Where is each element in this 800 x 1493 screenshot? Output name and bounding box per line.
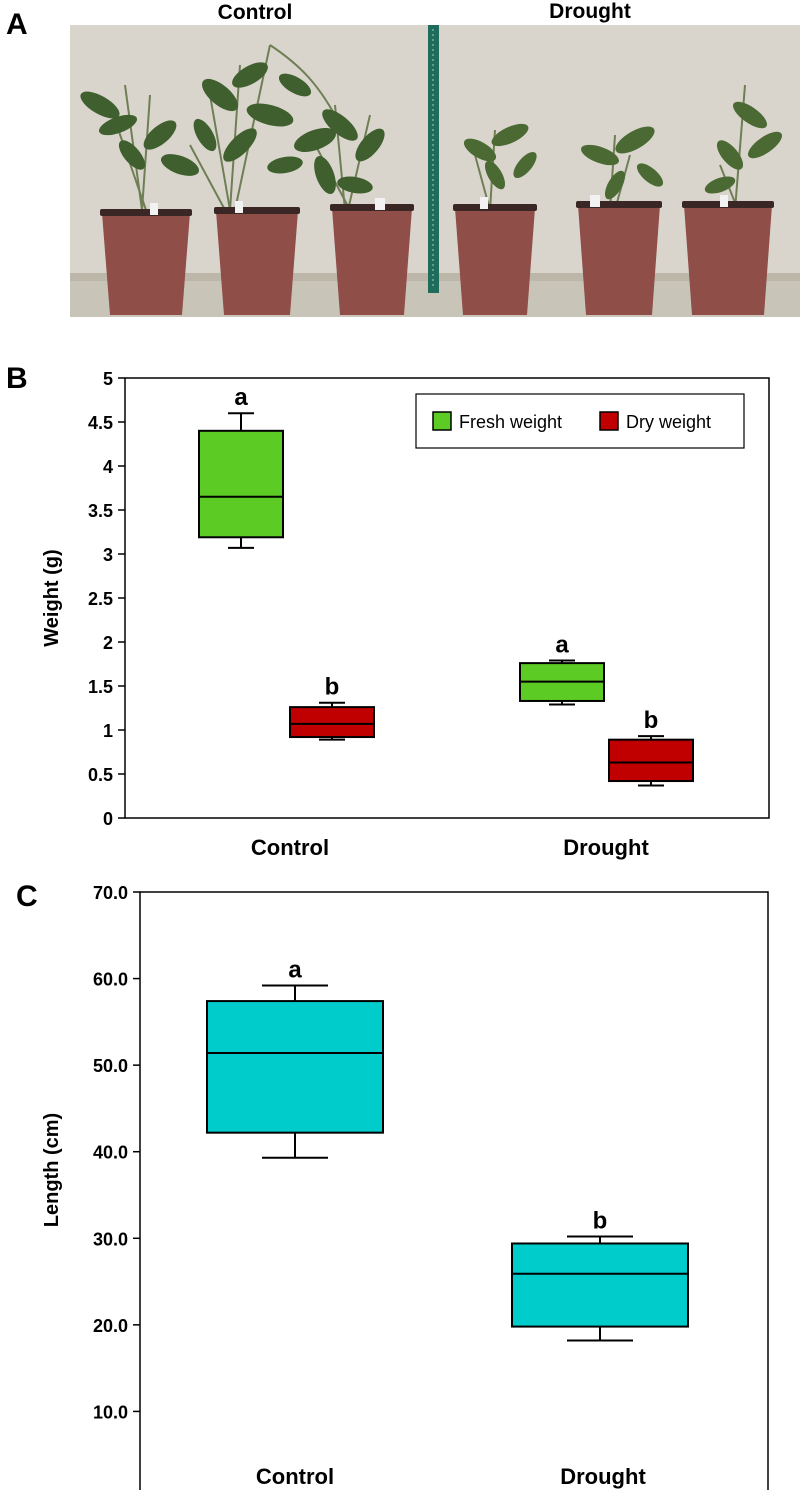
photo-label-control: Control [217,1,293,24]
legend-swatch-dry [599,411,619,431]
control-plants [80,44,385,211]
significance-letter: a [288,956,302,983]
ytick-label: 3.5 [88,501,113,521]
ytick-label: 4.5 [88,413,113,433]
panel-letter-c: C [16,880,38,913]
ytick-label: 40.0 [93,1143,128,1163]
chart-c-frame [139,891,769,1490]
plant-photo [70,25,800,317]
ytick-label: 0.0 [103,1489,128,1490]
box-length-control [206,984,384,1159]
legend-label-fresh: Fresh weight [459,412,562,432]
ytick-label: 4 [103,457,113,477]
pot-control-1 [102,213,190,315]
box-iqr [198,429,284,539]
legend-swatch-fresh [432,411,452,431]
ytick-label: 30.0 [93,1229,128,1249]
chart-c-ylabel: Length (cm) [41,1113,63,1227]
legend-frame [415,393,745,449]
box-fresh-weight-drought [519,659,605,706]
ytick-label: 10.0 [93,1402,128,1422]
significance-letter: b [644,707,659,734]
significance-letter: b [593,1208,608,1235]
photo-label-drought: Drought [549,0,631,23]
drought-plants [463,84,783,211]
ytick-label: 2.5 [88,589,113,609]
pot-drought-1 [455,208,535,315]
chart-c-xtick-control: Control [255,1464,335,1489]
chart-b-xtick-drought: Drought [563,835,649,860]
ytick-label: 70.0 [93,883,128,903]
panel-letter-a: A [6,8,28,41]
box-iqr [608,738,694,783]
box-fresh-weight-control [198,412,284,549]
chart-b-ylabel: Weight (g) [41,549,63,646]
pot-drought-2 [578,205,660,315]
chart-b: 0 0.5 1 1.5 2 2.5 3 3.5 4 4.5 5 a a b b Weight (g) Co… [41,369,770,860]
chart-b-xtick-control: Control [251,835,329,860]
ytick-label: 3 [103,545,113,565]
ytick-label: 0 [103,809,113,829]
significance-letter: b [325,674,340,701]
ytick-label: 5 [103,369,113,389]
legend-label-dry: Dry weight [626,412,711,432]
significance-letter: a [234,384,248,411]
ytick-label: 1 [103,721,113,741]
ytick-label: 60.0 [93,970,128,990]
box-iqr [289,706,375,739]
pot-control-3 [332,208,412,315]
chart-b-legend: Fresh weight Dry weight [415,393,745,449]
box-dry-weight-drought [608,735,694,787]
significance-letter: a [555,631,569,658]
panel-letter-b: B [6,362,28,395]
box-iqr [511,1242,689,1328]
box-iqr [206,1000,384,1134]
pot-drought-3 [684,205,772,315]
pot-control-2 [216,211,298,315]
ytick-label: 20.0 [93,1316,128,1336]
chart-c-xtick-drought: Drought [560,1464,646,1489]
ytick-label: 50.0 [93,1056,128,1076]
chart-c: 0.0 10.0 20.0 30.0 40.0 50.0 60.0 70.0 a b Lengt… [41,883,769,1490]
pots [102,205,772,315]
box-dry-weight-control [289,701,375,741]
ytick-label: 2 [103,633,113,653]
ytick-label: 0.5 [88,765,113,785]
box-length-drought [511,1235,689,1342]
ytick-label: 1.5 [88,677,113,697]
